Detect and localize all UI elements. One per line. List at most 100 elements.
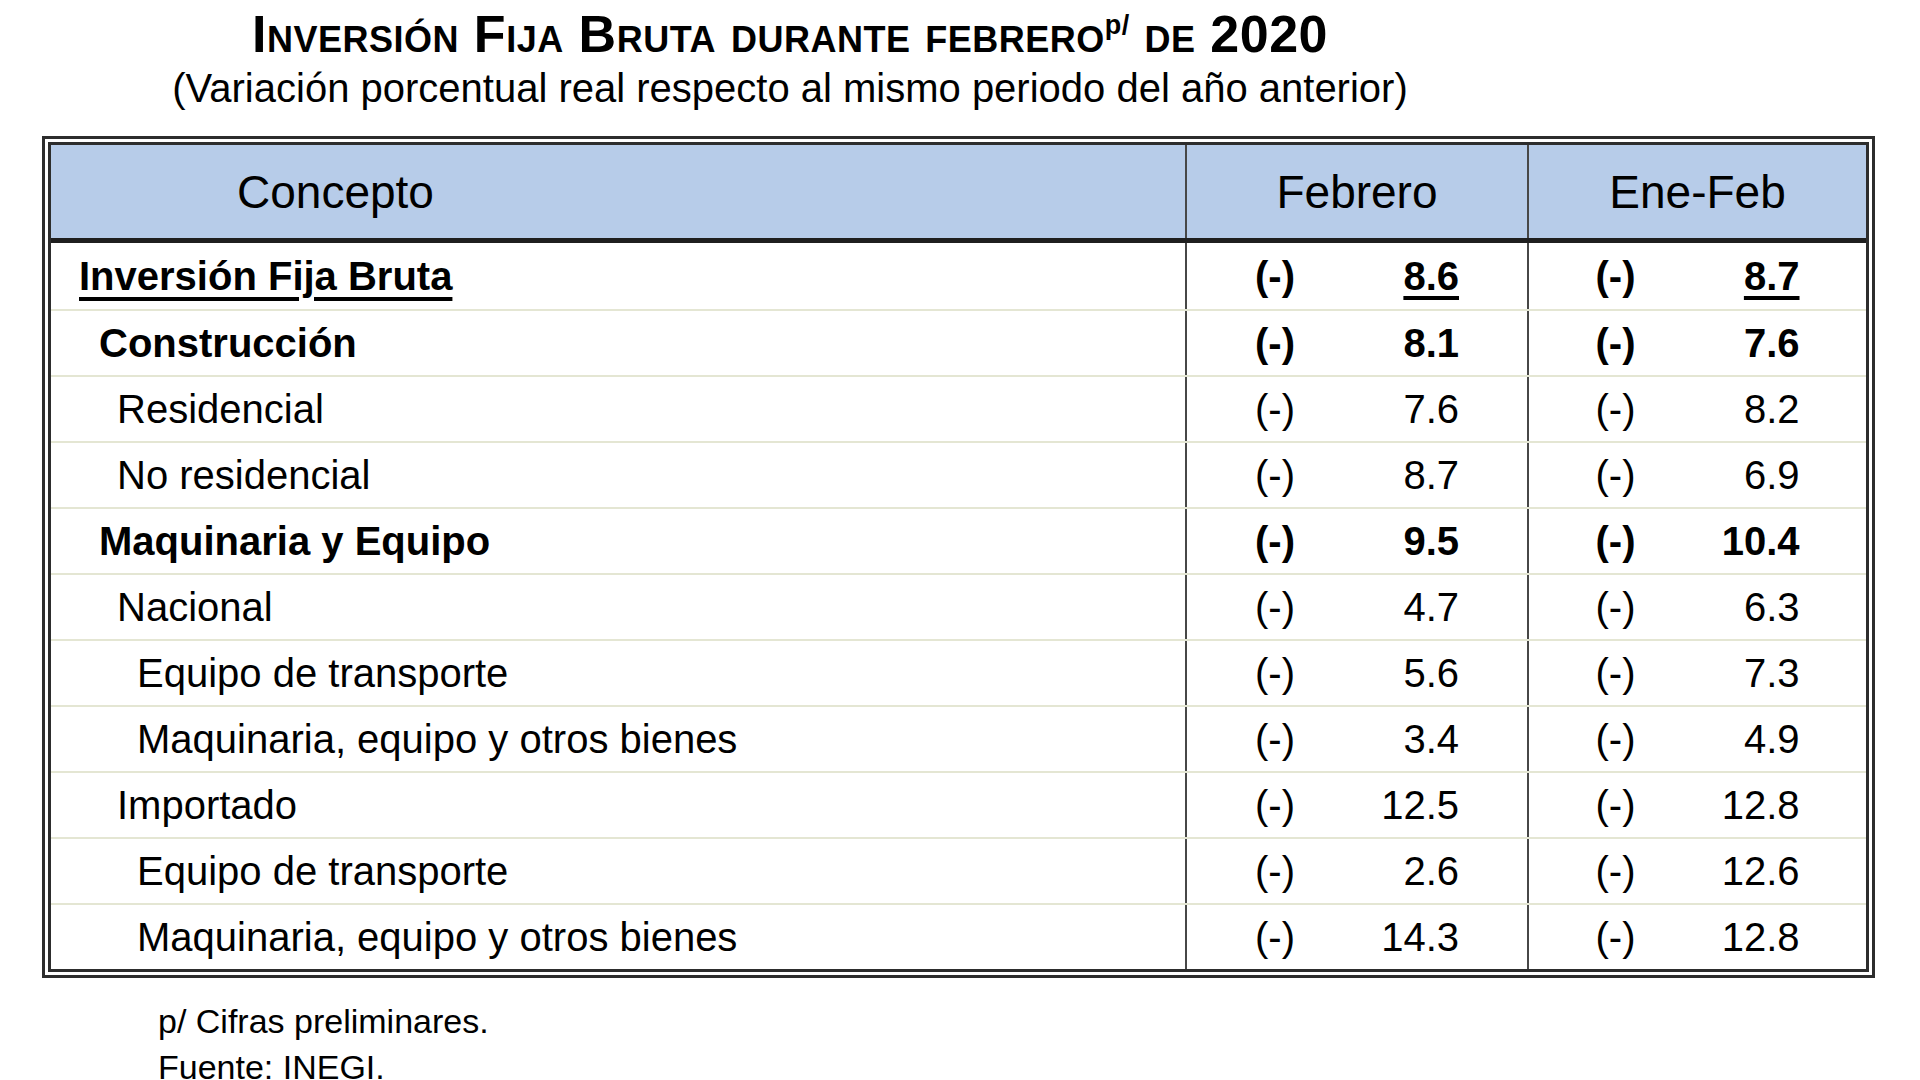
value-number: 4.9 <box>1744 717 1800 762</box>
value-number: 7.6 <box>1744 321 1800 366</box>
row-enefeb-value: (-) 4.9 <box>1527 707 1866 771</box>
value-number: 10.4 <box>1722 519 1800 564</box>
negative-sign: (-) <box>1596 321 1636 366</box>
negative-sign: (-) <box>1596 783 1636 828</box>
row-febrero-value: (-) 4.7 <box>1185 575 1527 639</box>
value-number: 8.7 <box>1403 453 1459 498</box>
value-number: 4.7 <box>1403 585 1459 630</box>
row-enefeb-value: (-) 7.3 <box>1527 641 1866 705</box>
footnote-preliminary: p/ Cifras preliminares. <box>158 998 489 1044</box>
negative-sign: (-) <box>1255 783 1295 828</box>
page-title: Inversión Fija Bruta durante febrerop/de… <box>0 4 1580 64</box>
table-row: Equipo de transporte (-) 5.6 (-) 7.3 <box>51 639 1866 705</box>
value-number: 14.3 <box>1381 915 1459 960</box>
table-row: Maquinaria, equipo y otros bienes (-) 3.4… <box>51 705 1866 771</box>
column-header-febrero: Febrero <box>1185 145 1527 238</box>
page-subtitle: (Variación porcentual real respecto al m… <box>0 66 1580 111</box>
row-label: Inversión Fija Bruta <box>51 243 1185 309</box>
table-row: Maquinaria y Equipo (-) 9.5 (-) 10.4 <box>51 507 1866 573</box>
page-title-year: de 2020 <box>1144 5 1328 63</box>
negative-sign: (-) <box>1596 849 1636 894</box>
row-enefeb-value: (-) 7.6 <box>1527 311 1866 375</box>
footnote-source: Fuente: INEGI. <box>158 1044 489 1080</box>
row-febrero-value: (-) 9.5 <box>1185 509 1527 573</box>
row-febrero-value: (-) 8.6 <box>1185 243 1527 309</box>
value-number: 7.6 <box>1403 387 1459 432</box>
row-label: Equipo de transporte <box>51 641 1185 705</box>
table-row: Nacional (-) 4.7 (-) 6.3 <box>51 573 1866 639</box>
table-header-row: Concepto Febrero Ene-Feb <box>51 145 1866 243</box>
row-label: Maquinaria, equipo y otros bienes <box>51 905 1185 969</box>
negative-sign: (-) <box>1255 453 1295 498</box>
value-number: 12.5 <box>1381 783 1459 828</box>
table-row: Residencial (-) 7.6 (-) 8.2 <box>51 375 1866 441</box>
value-number: 8.7 <box>1744 254 1800 299</box>
row-label: Construcción <box>51 311 1185 375</box>
value-number: 12.8 <box>1722 915 1800 960</box>
row-enefeb-value: (-) 10.4 <box>1527 509 1866 573</box>
negative-sign: (-) <box>1596 453 1636 498</box>
page-title-text: Inversión Fija Bruta durante febrero <box>252 5 1105 63</box>
row-febrero-value: (-) 7.6 <box>1185 377 1527 441</box>
row-febrero-value: (-) 8.7 <box>1185 443 1527 507</box>
value-number: 7.3 <box>1744 651 1800 696</box>
row-febrero-value: (-) 14.3 <box>1185 905 1527 969</box>
table-row: Maquinaria, equipo y otros bienes (-) 14.… <box>51 903 1866 969</box>
value-number: 6.9 <box>1744 453 1800 498</box>
row-enefeb-value: (-) 8.7 <box>1527 243 1866 309</box>
negative-sign: (-) <box>1255 651 1295 696</box>
footnotes: p/ Cifras preliminares. Fuente: INEGI. <box>158 998 489 1080</box>
table-row: No residencial (-) 8.7 (-) 6.9 <box>51 441 1866 507</box>
negative-sign: (-) <box>1596 717 1636 762</box>
negative-sign: (-) <box>1255 585 1295 630</box>
negative-sign: (-) <box>1596 651 1636 696</box>
value-number: 8.2 <box>1744 387 1800 432</box>
negative-sign: (-) <box>1596 254 1636 299</box>
column-header-enefeb: Ene-Feb <box>1527 145 1866 238</box>
negative-sign: (-) <box>1255 519 1295 564</box>
negative-sign: (-) <box>1596 387 1636 432</box>
column-header-concepto: Concepto <box>51 145 1185 238</box>
title-block: Inversión Fija Bruta durante febrerop/de… <box>0 4 1580 111</box>
row-enefeb-value: (-) 8.2 <box>1527 377 1866 441</box>
table-row: Importado (-) 12.5 (-) 12.8 <box>51 771 1866 837</box>
value-number: 5.6 <box>1403 651 1459 696</box>
row-label: Residencial <box>51 377 1185 441</box>
row-label: Nacional <box>51 575 1185 639</box>
value-number: 6.3 <box>1744 585 1800 630</box>
row-febrero-value: (-) 3.4 <box>1185 707 1527 771</box>
value-number: 3.4 <box>1403 717 1459 762</box>
row-label: Maquinaria, equipo y otros bienes <box>51 707 1185 771</box>
row-enefeb-value: (-) 12.8 <box>1527 773 1866 837</box>
row-label: Maquinaria y Equipo <box>51 509 1185 573</box>
row-febrero-value: (-) 8.1 <box>1185 311 1527 375</box>
row-enefeb-value: (-) 12.6 <box>1527 839 1866 903</box>
negative-sign: (-) <box>1255 254 1295 299</box>
table-row: Construcción (-) 8.1 (-) 7.6 <box>51 309 1866 375</box>
value-number: 8.6 <box>1403 254 1459 299</box>
negative-sign: (-) <box>1255 915 1295 960</box>
row-label: Equipo de transporte <box>51 839 1185 903</box>
row-enefeb-value: (-) 6.9 <box>1527 443 1866 507</box>
negative-sign: (-) <box>1255 321 1295 366</box>
value-number: 9.5 <box>1403 519 1459 564</box>
row-febrero-value: (-) 12.5 <box>1185 773 1527 837</box>
investment-table: Concepto Febrero Ene-Feb Inversión Fija … <box>42 136 1875 978</box>
negative-sign: (-) <box>1255 387 1295 432</box>
row-enefeb-value: (-) 6.3 <box>1527 575 1866 639</box>
table-row: Inversión Fija Bruta (-) 8.6 (-) 8.7 <box>51 243 1866 309</box>
negative-sign: (-) <box>1255 717 1295 762</box>
negative-sign: (-) <box>1596 585 1636 630</box>
negative-sign: (-) <box>1596 915 1636 960</box>
title-superscript: p/ <box>1105 10 1130 40</box>
row-label: Importado <box>51 773 1185 837</box>
value-number: 8.1 <box>1403 321 1459 366</box>
row-febrero-value: (-) 5.6 <box>1185 641 1527 705</box>
table-row: Equipo de transporte (-)2.6 (-) 12.6 <box>51 837 1866 903</box>
value-number: 2.6 <box>1403 849 1459 894</box>
negative-sign: (-) <box>1596 519 1636 564</box>
value-number: 12.6 <box>1722 849 1800 894</box>
row-label: No residencial <box>51 443 1185 507</box>
value-number: 12.8 <box>1722 783 1800 828</box>
row-febrero-value: (-)2.6 <box>1185 839 1527 903</box>
